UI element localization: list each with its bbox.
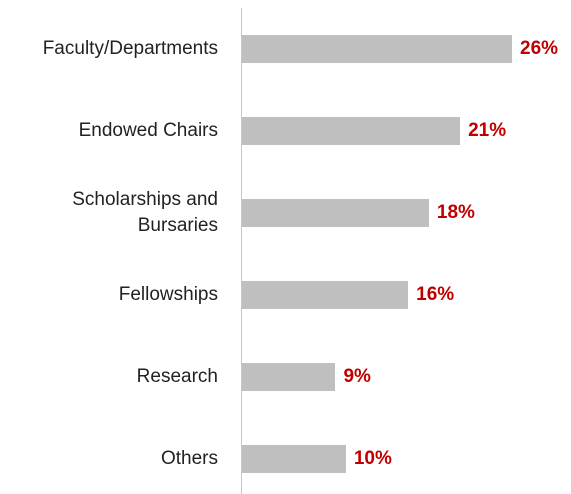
value-label: 9%	[343, 366, 371, 387]
category-label: Endowed Chairs	[78, 120, 218, 141]
value-label: 10%	[353, 448, 392, 469]
category-label: Scholarships and Bursaries	[72, 189, 218, 236]
category-label: Fellowships	[118, 284, 218, 305]
axis-line	[241, 8, 242, 494]
bar	[242, 281, 409, 309]
value-label: 18%	[436, 202, 475, 223]
bar	[242, 35, 512, 63]
bar	[242, 445, 346, 473]
value-label: 16%	[416, 284, 455, 305]
category-label: Research	[136, 366, 218, 387]
value-label: 26%	[520, 38, 559, 59]
bar	[242, 117, 461, 145]
value-label: 21%	[468, 120, 507, 141]
bar	[242, 363, 336, 391]
category-label: Others	[160, 448, 218, 469]
category-label: Faculty/Departments	[42, 38, 218, 59]
bar	[242, 199, 429, 227]
